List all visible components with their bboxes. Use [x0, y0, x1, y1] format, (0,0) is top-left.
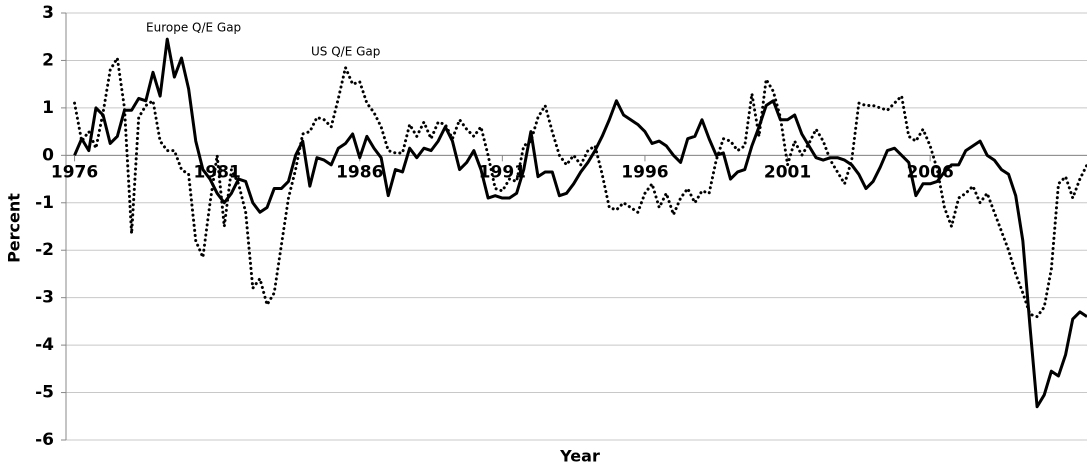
y-axis-title: Percent	[5, 193, 24, 263]
x-tick-label: 1996	[621, 162, 668, 182]
x-tick-label: 1991	[479, 162, 526, 182]
annotation: US Q/E Gap	[311, 45, 380, 59]
x-tick-label: 1981	[193, 162, 240, 182]
y-tick-label: 0	[42, 145, 54, 165]
series-line	[73, 37, 1087, 409]
y-tick-label: 1	[42, 98, 54, 118]
x-axis-title: Year	[559, 447, 600, 466]
series-line	[73, 56, 1087, 319]
x-tick-label: 2001	[764, 162, 811, 182]
y-tick-label: 2	[42, 50, 54, 70]
y-tick-label: -1	[35, 193, 54, 213]
y-tick-label: -5	[35, 383, 54, 403]
annotation: Europe Q/E Gap	[146, 21, 241, 35]
y-tick-label: -2	[35, 240, 54, 260]
y-tick-label: 3	[42, 3, 54, 23]
y-tick-label: -4	[35, 335, 54, 355]
y-tick-label: -3	[35, 288, 54, 308]
x-tick-label: 1986	[336, 162, 383, 182]
y-tick-label: -6	[35, 430, 54, 450]
x-tick-label: 1976	[51, 162, 98, 182]
